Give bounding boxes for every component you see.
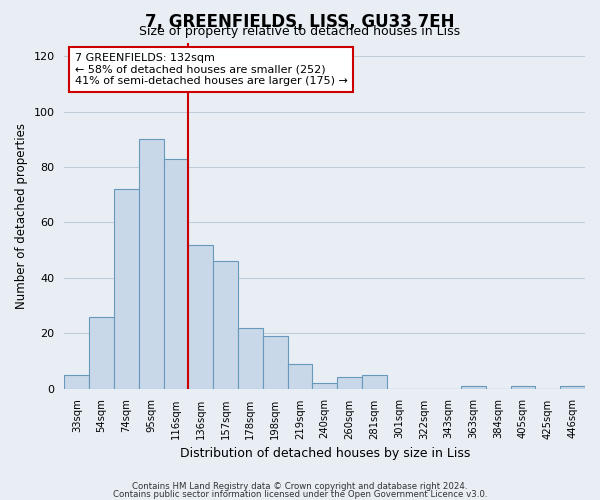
Bar [164, 159, 188, 388]
X-axis label: Distribution of detached houses by size in Liss: Distribution of detached houses by size … [179, 447, 470, 460]
Text: Contains public sector information licensed under the Open Government Licence v3: Contains public sector information licen… [113, 490, 487, 499]
Text: 7, GREENFIELDS, LISS, GU33 7EH: 7, GREENFIELDS, LISS, GU33 7EH [145, 12, 455, 30]
Bar [64, 374, 89, 388]
Bar [263, 336, 287, 388]
Bar [139, 140, 164, 388]
Bar [511, 386, 535, 388]
Bar [188, 244, 213, 388]
Bar [238, 328, 263, 388]
Bar [287, 364, 313, 388]
Bar [313, 383, 337, 388]
Text: Size of property relative to detached houses in Liss: Size of property relative to detached ho… [139, 25, 461, 38]
Bar [362, 374, 386, 388]
Bar [89, 316, 114, 388]
Text: Contains HM Land Registry data © Crown copyright and database right 2024.: Contains HM Land Registry data © Crown c… [132, 482, 468, 491]
Bar [337, 378, 362, 388]
Bar [461, 386, 486, 388]
Y-axis label: Number of detached properties: Number of detached properties [15, 122, 28, 308]
Text: 7 GREENFIELDS: 132sqm
← 58% of detached houses are smaller (252)
41% of semi-det: 7 GREENFIELDS: 132sqm ← 58% of detached … [75, 53, 347, 86]
Bar [213, 261, 238, 388]
Bar [114, 189, 139, 388]
Bar [560, 386, 585, 388]
